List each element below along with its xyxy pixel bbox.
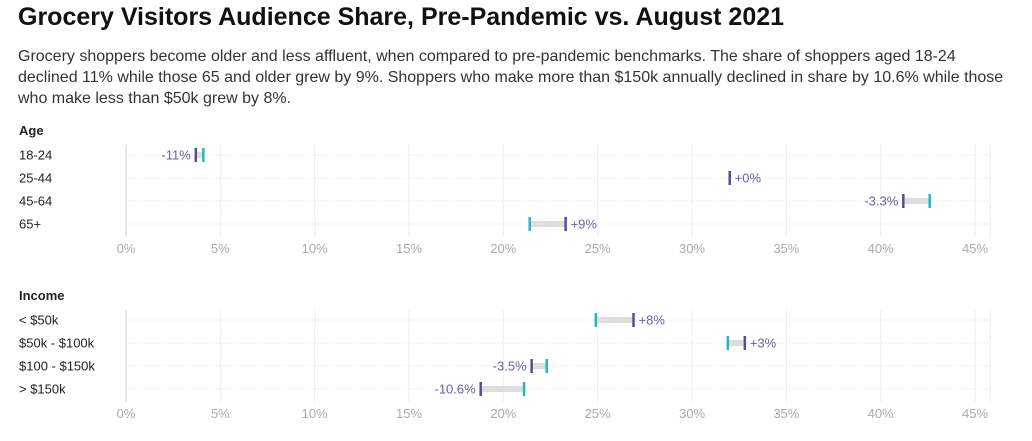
x-tick-label: 30% [679,406,705,421]
difference-label: +9% [571,217,598,232]
age-panel: Age 0% 5% 10% 15% 20% 25% 30% 35% 40% 45% 18-24 -11%… [19,123,991,256]
difference-label: -10.6% [434,382,476,397]
panel-title: Income [19,288,65,303]
chart-subtitle: Grocery shoppers become older and less a… [18,48,1004,107]
difference-label: -11% [161,148,191,163]
income-panel: Income 0% 5% 10% 15% 20% 25% 30% 35% 40% 45% < $50k… [19,288,991,421]
x-tick-label: 0% [117,241,136,256]
x-tick-label: 30% [679,241,705,256]
x-tick-label: 40% [868,241,894,256]
x-tick-label: 15% [396,406,422,421]
x-tick-label: 5% [211,406,230,421]
category-label: 45-64 [19,194,52,209]
chart-title: Grocery Visitors Audience Share, Pre-Pan… [18,3,785,31]
x-tick-label: 0% [117,406,136,421]
x-tick-label: 10% [302,406,328,421]
x-tick-label: 25% [585,241,611,256]
category-label: 65+ [19,217,41,232]
x-tick-label: 35% [773,406,799,421]
category-label: > $150k [19,382,66,397]
difference-label: +3% [750,336,777,351]
x-tick-label: 45% [962,241,988,256]
x-tick-label: 5% [211,241,230,256]
x-tick-label: 20% [490,406,516,421]
difference-label: -3.5% [493,359,527,374]
x-tick-label: 40% [868,406,894,421]
difference-label: +8% [639,313,666,328]
x-tick-label: 20% [490,241,516,256]
x-tick-label: 35% [773,241,799,256]
x-tick-label: 10% [302,241,328,256]
x-tick-label: 45% [962,406,988,421]
category-label: 18-24 [19,148,52,163]
difference-label: -3.3% [864,194,898,209]
category-label: $50k - $100k [19,336,95,351]
difference-label: +0% [735,171,762,186]
category-label: $100 - $150k [19,359,95,374]
x-tick-label: 25% [585,406,611,421]
x-tick-label: 15% [396,241,422,256]
panel-title: Age [19,123,44,138]
category-label: < $50k [19,313,59,328]
category-label: 25-44 [19,171,52,186]
